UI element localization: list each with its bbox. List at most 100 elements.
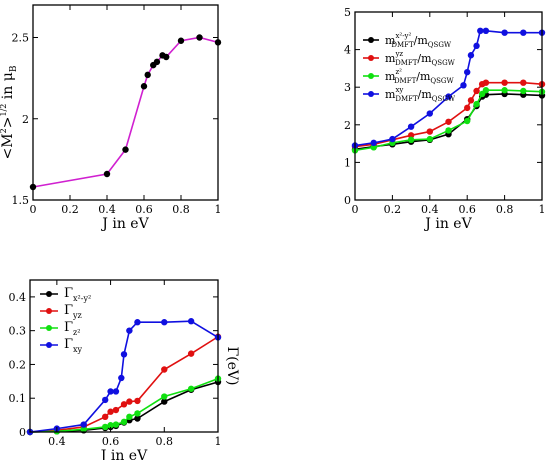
data-point (126, 398, 133, 405)
y-label-sup: 1/2 (0, 104, 8, 117)
data-point (187, 385, 195, 392)
legend-label-sub: xy (73, 345, 83, 354)
x-tick-label: 0.4 (48, 435, 66, 448)
data-point (112, 406, 120, 414)
legend-label-sub: yz (72, 311, 82, 320)
legend-label-sup: z² (395, 68, 402, 76)
data-point (501, 79, 508, 86)
legend-marker (46, 291, 52, 297)
legend-label-part: m (385, 52, 396, 65)
legend-marker (46, 308, 52, 314)
x-tick-label: 0 (30, 203, 37, 216)
legend-label: myz DMFT/mQSGW (385, 50, 456, 67)
legend-label-sub: QSGW (432, 95, 456, 103)
legend-label-part: /m (417, 52, 432, 65)
data-point (445, 127, 452, 134)
data-point (445, 93, 452, 100)
legend-label-sub: x²-y² (73, 294, 91, 303)
data-point (120, 401, 128, 408)
y-tick-label: 2.5 (12, 32, 30, 45)
x-axis-label: J in eV (99, 448, 148, 460)
data-point (467, 97, 475, 104)
data-point (161, 319, 168, 326)
y-tick-label: 0 (19, 426, 26, 439)
x-tick-label: 0.4 (421, 203, 439, 216)
data-point (482, 79, 490, 86)
series-line-0 (29, 381, 219, 433)
chart-magnetic-moment: 00.20.40.60.811.522.5J in eV<M2>1/2 in μ… (0, 4, 222, 232)
legend-label-part: m (385, 88, 396, 101)
legend-label: Γyz (64, 303, 82, 320)
data-point (501, 87, 508, 94)
data-point (107, 388, 114, 395)
data-point (102, 396, 109, 404)
legend-label-sub: DMFT (395, 59, 418, 67)
legend-label-sup: yz (394, 50, 403, 58)
legend-label-sub: z² (73, 328, 80, 337)
legend-label-sub: DMFT (394, 77, 417, 85)
data-point (118, 374, 125, 382)
data-point (482, 87, 490, 94)
y-tick-label: 0.1 (9, 392, 27, 405)
data-point (426, 128, 433, 135)
data-point (126, 413, 133, 420)
data-point (464, 104, 471, 112)
data-point (460, 82, 467, 89)
data-point (464, 117, 471, 125)
legend-label: Γz² (64, 320, 80, 337)
legend-label-sub: QSGW (428, 41, 452, 49)
data-point (473, 87, 480, 95)
data-point (520, 79, 527, 86)
y-label-part: <M (0, 133, 16, 159)
x-axis-label: J in eV (423, 216, 472, 232)
y-axis-label: <M2>1/2 in μB (0, 65, 19, 159)
x-tick-label: 0.2 (61, 203, 79, 216)
y-tick-label: 3 (344, 81, 351, 94)
legend-label-sup: x²-y² (395, 32, 411, 40)
y-tick-label: 1.5 (12, 194, 30, 207)
legend-label-sub: QSGW (432, 59, 456, 67)
data-point (140, 83, 148, 90)
series-line-2 (29, 377, 219, 433)
data-point (112, 388, 120, 395)
y-tick-label: 4 (344, 44, 351, 57)
y-tick-label: 0.2 (9, 358, 27, 371)
data-point (407, 136, 415, 144)
y-tick-label: 2 (22, 113, 29, 126)
data-point (501, 29, 508, 36)
data-point (196, 34, 203, 41)
data-point (161, 398, 168, 405)
legend-marker (46, 325, 52, 331)
legend-marker (368, 73, 374, 79)
series-line-0 (32, 36, 219, 188)
plot-frame (29, 279, 219, 433)
legend-marker (46, 342, 52, 348)
data-point (134, 415, 141, 422)
x-tick-label: 0.6 (102, 435, 120, 448)
x-tick-label: 0.8 (156, 435, 174, 448)
legend-label-sub: DMFT (391, 41, 414, 49)
data-point (473, 42, 480, 50)
data-point (520, 29, 527, 36)
chart-scattering-rate: 0.4 0.6 0.8 1 0 0.1 0.2 0.3 0.4 J in eV Γ(eV) Γx²-y… (9, 279, 240, 460)
data-point (134, 319, 141, 326)
data-point (177, 37, 185, 44)
legend-marker (368, 91, 374, 97)
plot-frame (32, 4, 219, 201)
y-tick-label: 2 (344, 119, 351, 132)
x-tick-label: 0.4 (98, 203, 116, 216)
legend-label-symbol: Γ (64, 303, 73, 318)
data-point (122, 146, 129, 153)
legend-label-part: /m (414, 34, 429, 47)
data-point (163, 53, 170, 61)
data-point (144, 71, 151, 79)
legend-marker (368, 55, 374, 61)
legend-label-part: m (385, 70, 396, 83)
y-tick-label: 5 (344, 6, 351, 19)
data-point (80, 421, 87, 428)
data-point (477, 27, 484, 34)
x-tick-label: 0.8 (496, 203, 514, 216)
data-point (407, 123, 415, 130)
legend-label-part: /m (418, 88, 433, 101)
